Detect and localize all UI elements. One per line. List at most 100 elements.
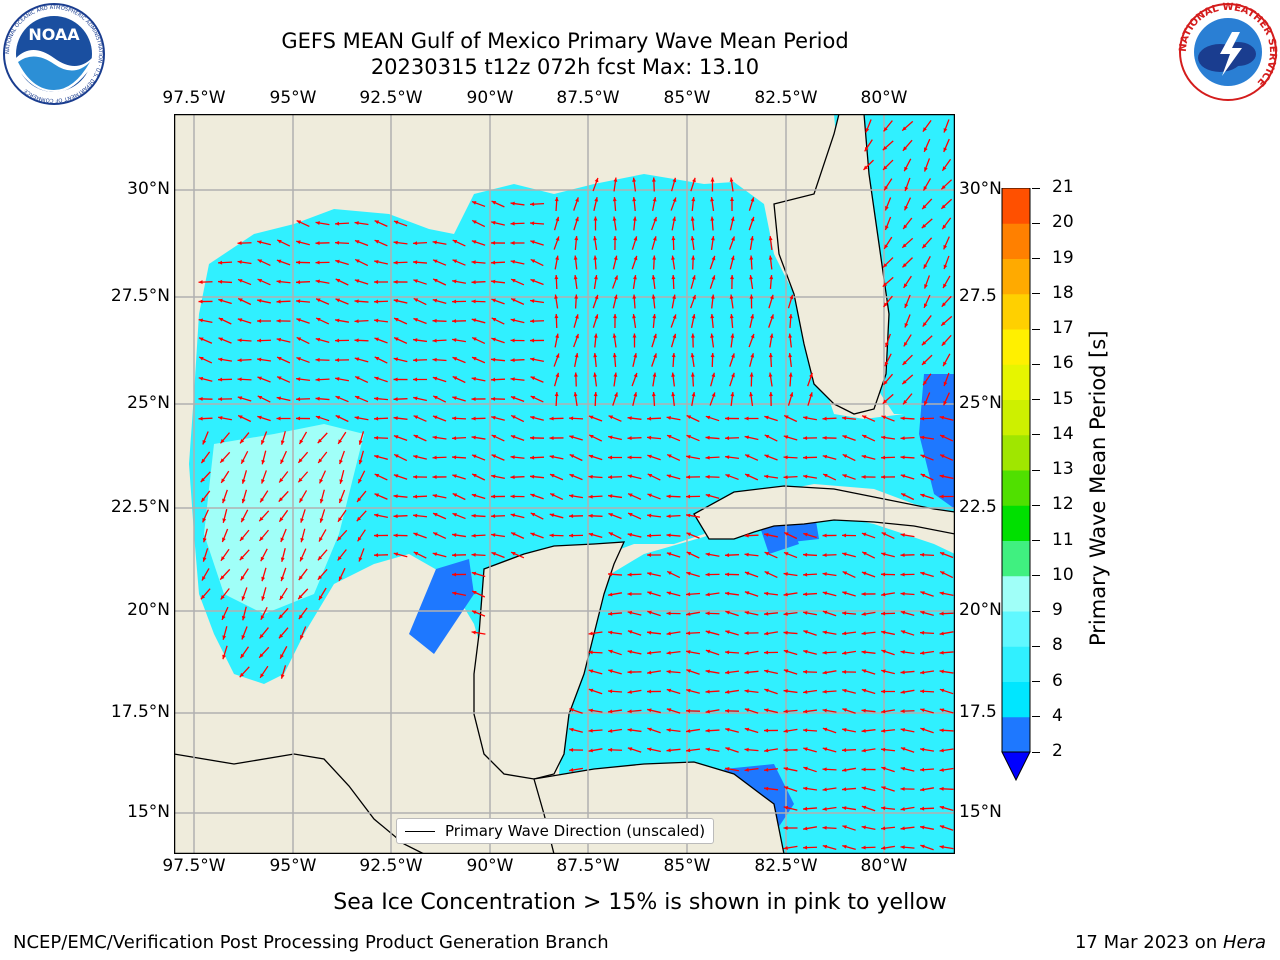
wave-arrow xyxy=(763,611,779,616)
wave-arrow xyxy=(393,453,408,462)
wave-arrow xyxy=(744,610,759,616)
wave-arrow xyxy=(939,805,954,811)
wave-arrow xyxy=(280,567,287,582)
wave-arrow xyxy=(432,318,447,323)
wave-arrow xyxy=(530,376,544,383)
wave-arrow xyxy=(842,728,856,733)
wave-arrow xyxy=(568,533,584,538)
sea-ice-note: Sea Ice Concentration > 15% is shown in … xyxy=(333,890,947,915)
wave-arrow xyxy=(666,669,681,674)
wave-arrow xyxy=(841,806,857,811)
colorbar-band xyxy=(1002,681,1030,718)
wave-arrow xyxy=(939,415,954,421)
wave-arrow xyxy=(452,396,466,402)
wave-arrow xyxy=(280,450,287,465)
wave-arrow xyxy=(593,274,598,290)
wave-arrow xyxy=(710,294,715,309)
wave-arrow xyxy=(510,414,525,423)
wave-arrow xyxy=(686,688,700,694)
colorbar-tick-label: 6 xyxy=(1052,670,1063,691)
wave-arrow xyxy=(413,396,427,402)
wave-arrow xyxy=(666,533,681,538)
wave-arrow xyxy=(943,392,950,406)
wave-arrow xyxy=(670,197,677,211)
wave-arrow xyxy=(880,611,896,616)
wave-arrow xyxy=(900,553,915,558)
yucatan-land xyxy=(473,541,626,780)
wave-arrow xyxy=(647,454,661,461)
wave-arrow xyxy=(432,512,447,520)
wave-arrow xyxy=(432,395,447,403)
wave-arrow xyxy=(725,610,739,617)
wave-arrow xyxy=(822,708,837,713)
wave-arrow xyxy=(278,490,289,503)
lon-label-bottom: 95°W xyxy=(269,856,317,876)
wave-arrow xyxy=(783,728,798,733)
wave-arrow xyxy=(861,786,876,792)
wave-arrow xyxy=(802,436,818,440)
wave-arrow xyxy=(295,377,311,382)
wave-arrow xyxy=(607,709,623,714)
wave-arrow xyxy=(842,688,856,694)
wave-arrow xyxy=(490,533,506,538)
wave-arrow xyxy=(671,391,676,407)
wave-arrow xyxy=(690,294,696,309)
wave-arrow xyxy=(881,786,895,792)
wave-arrow xyxy=(276,259,291,266)
wave-arrow xyxy=(279,646,288,659)
wave-arrow xyxy=(691,196,696,212)
wave-arrow xyxy=(471,513,486,518)
wave-arrow xyxy=(452,512,466,520)
wave-arrow xyxy=(802,709,818,714)
wave-arrow xyxy=(412,241,428,246)
wave-arrow xyxy=(902,139,913,152)
wave-arrow xyxy=(822,610,837,617)
wave-arrow xyxy=(354,416,369,421)
wave-arrow xyxy=(593,235,598,251)
wave-arrow xyxy=(631,255,638,270)
wave-arrow xyxy=(941,295,952,308)
wave-arrow xyxy=(940,315,953,327)
wave-arrow xyxy=(670,177,677,192)
wave-arrow xyxy=(744,473,759,481)
wave-arrow xyxy=(491,200,505,208)
wave-arrow xyxy=(607,689,623,694)
colorbar-tick-mark xyxy=(1032,575,1040,577)
wave-arrow xyxy=(356,510,367,522)
wave-arrow xyxy=(491,415,505,421)
wave-arrow xyxy=(529,319,545,324)
wave-arrow xyxy=(490,396,506,401)
wave-arrow xyxy=(374,356,388,364)
colorbar-band xyxy=(1002,188,1030,224)
wave-arrow xyxy=(769,333,774,348)
wave-arrow xyxy=(568,767,584,772)
wave-arrow xyxy=(549,533,564,538)
wave-arrow xyxy=(593,372,598,387)
wave-arrow xyxy=(393,494,408,499)
wave-arrow xyxy=(373,318,389,323)
wave-arrow xyxy=(919,787,935,792)
wave-arrow xyxy=(666,514,681,519)
wave-arrow xyxy=(553,236,560,250)
wave-arrow xyxy=(334,240,350,245)
wave-arrow xyxy=(471,473,486,481)
wave-arrow xyxy=(315,260,330,265)
wave-arrow xyxy=(802,474,818,479)
wave-arrow xyxy=(802,845,818,850)
wave-arrow xyxy=(783,689,798,694)
wave-arrow xyxy=(842,825,856,831)
wave-arrow xyxy=(471,240,486,246)
wave-arrow xyxy=(725,747,739,753)
wave-arrow xyxy=(612,216,617,231)
wave-arrow xyxy=(257,395,271,403)
wave-arrow xyxy=(763,728,779,733)
wave-arrow xyxy=(240,568,249,581)
wave-arrow xyxy=(749,372,754,387)
wave-arrow xyxy=(685,513,701,518)
wave-arrow xyxy=(904,177,911,192)
lon-label-top: 87.5°W xyxy=(556,88,620,108)
light-period-zone xyxy=(204,424,364,614)
wave-arrow xyxy=(549,436,564,440)
wave-arrow xyxy=(744,552,759,557)
colorbar-band xyxy=(1002,505,1030,541)
